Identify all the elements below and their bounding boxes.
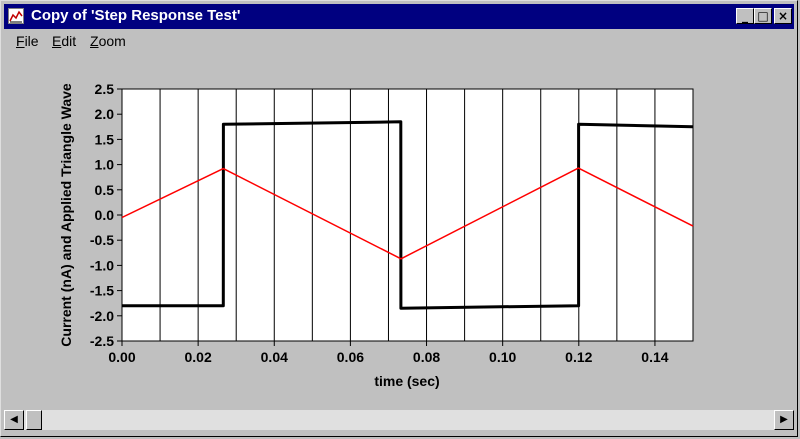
horizontal-scrollbar[interactable]: ◀ ▶ — [4, 410, 794, 430]
x-tick-label: 0.14 — [641, 349, 668, 365]
y-tick-label: 1.5 — [95, 131, 115, 147]
y-axis-label: Current (nA) and Applied Triangle Wave — [58, 83, 74, 347]
scroll-thumb[interactable] — [26, 410, 42, 430]
x-axis-label: time (sec) — [374, 373, 439, 389]
x-tick-label: 0.02 — [185, 349, 212, 365]
title-bar[interactable]: Copy of 'Step Response Test' _ □ × — [4, 4, 794, 29]
y-tick-label: -0.5 — [90, 232, 114, 248]
window-title: Copy of 'Step Response Test' — [31, 7, 241, 24]
minimize-icon: _ — [742, 9, 748, 23]
x-tick-label: 0.08 — [413, 349, 440, 365]
scroll-right-button[interactable]: ▶ — [774, 410, 794, 430]
y-tick-label: -2.0 — [90, 308, 114, 324]
menu-zoom[interactable]: Zoom — [90, 33, 126, 49]
x-tick-label: 0.06 — [337, 349, 364, 365]
y-tick-label: 2.5 — [95, 81, 115, 97]
y-tick-label: 2.0 — [95, 106, 115, 122]
maximize-button[interactable]: □ — [754, 8, 772, 24]
x-tick-label: 0.10 — [489, 349, 516, 365]
menu-edit[interactable]: Edit — [52, 33, 77, 49]
arrow-right-icon: ▶ — [780, 414, 788, 425]
y-tick-label: 0.5 — [95, 182, 115, 198]
close-button[interactable]: × — [774, 8, 792, 24]
y-tick-label: 1.0 — [95, 157, 115, 173]
y-tick-label: 0.0 — [95, 207, 115, 223]
menu-file[interactable]: File — [16, 33, 39, 49]
maximize-icon: □ — [757, 9, 769, 23]
x-tick-label: 0.04 — [261, 349, 288, 365]
chart-area: 2.5 2.0 1.5 1.0 0.5 0.0 -0.5 -1.0 -1.5 -2.0 -2.5 0… — [58, 81, 694, 389]
arrow-left-icon: ◀ — [10, 414, 18, 425]
plot-background — [121, 88, 694, 342]
y-tick-label: -1.5 — [90, 283, 114, 299]
x-tick-label: 0.00 — [108, 349, 135, 365]
close-icon: × — [777, 9, 789, 23]
x-tick-label: 0.12 — [565, 349, 592, 365]
minimize-button[interactable]: _ — [736, 8, 754, 24]
chart-app-icon[interactable] — [8, 8, 24, 24]
triangle-wave-line — [121, 167, 694, 260]
y-tick-label: -2.5 — [90, 333, 114, 349]
current-response-line — [122, 120, 694, 310]
scroll-left-button[interactable]: ◀ — [4, 410, 24, 430]
y-tick-label: -1.0 — [90, 257, 114, 273]
